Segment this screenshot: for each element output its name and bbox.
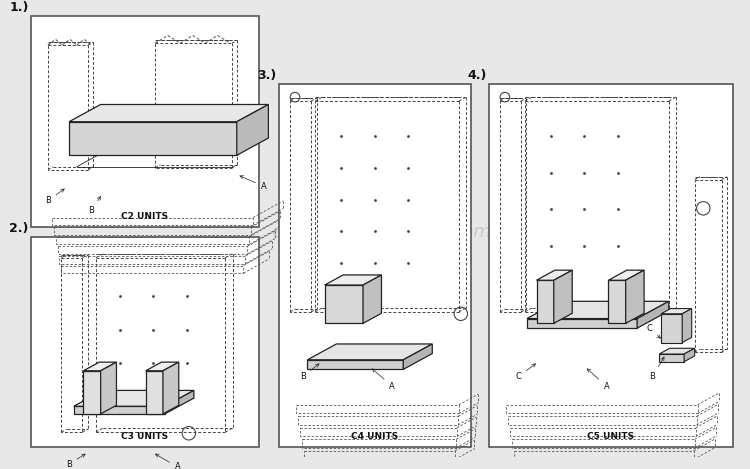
Polygon shape [608, 270, 644, 280]
Text: B: B [300, 364, 319, 381]
Text: B: B [66, 454, 86, 469]
Polygon shape [163, 362, 178, 414]
Text: B: B [45, 189, 64, 205]
Text: 3.): 3.) [257, 69, 277, 82]
Polygon shape [74, 390, 194, 406]
Polygon shape [527, 318, 638, 328]
Text: A: A [373, 369, 394, 391]
Text: 1.): 1.) [10, 1, 28, 15]
Text: A: A [587, 369, 609, 391]
Polygon shape [83, 362, 116, 371]
Polygon shape [554, 270, 572, 323]
Text: B: B [88, 197, 101, 215]
Polygon shape [325, 285, 363, 323]
Polygon shape [661, 314, 682, 342]
Polygon shape [308, 344, 432, 360]
Text: C3 UNITS: C3 UNITS [122, 432, 169, 441]
Polygon shape [638, 301, 669, 328]
Text: 4.): 4.) [467, 69, 487, 82]
Polygon shape [661, 309, 692, 314]
Polygon shape [146, 371, 163, 414]
Text: eReplacementParts.com: eReplacementParts.com [271, 223, 490, 241]
Polygon shape [608, 280, 625, 323]
Polygon shape [74, 406, 165, 414]
Polygon shape [69, 122, 237, 155]
Bar [31, 16, 260, 227]
Polygon shape [527, 301, 669, 318]
Text: B: B [650, 357, 664, 381]
Polygon shape [626, 270, 644, 323]
Text: C: C [515, 364, 535, 381]
Polygon shape [237, 105, 268, 155]
Text: A: A [155, 454, 180, 469]
Polygon shape [404, 344, 432, 370]
Text: C2 UNITS: C2 UNITS [122, 212, 169, 221]
Polygon shape [146, 362, 178, 371]
Polygon shape [659, 354, 684, 362]
Polygon shape [684, 348, 694, 362]
Polygon shape [536, 270, 572, 280]
Polygon shape [83, 371, 100, 414]
Text: 2.): 2.) [10, 222, 28, 234]
Polygon shape [536, 280, 554, 323]
Polygon shape [308, 360, 404, 370]
Text: C4 UNITS: C4 UNITS [352, 432, 399, 441]
Polygon shape [659, 348, 694, 354]
Polygon shape [363, 275, 382, 323]
Bar [279, 84, 471, 447]
Polygon shape [69, 105, 268, 122]
Text: C5 UNITS: C5 UNITS [587, 432, 634, 441]
Polygon shape [100, 362, 116, 414]
Bar [488, 84, 733, 447]
Text: C: C [646, 324, 661, 338]
Polygon shape [682, 309, 692, 342]
Polygon shape [165, 390, 194, 414]
Bar [31, 236, 260, 447]
Polygon shape [325, 275, 382, 285]
Text: A: A [240, 176, 266, 191]
